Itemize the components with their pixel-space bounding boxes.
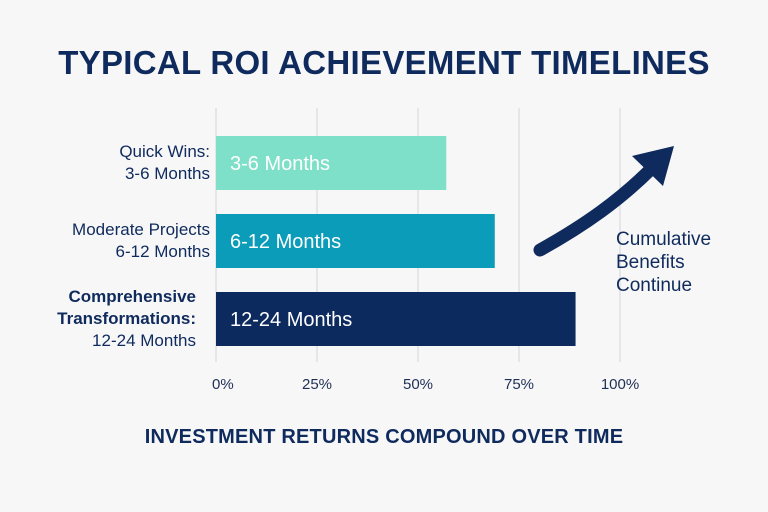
chart-title: TYPICAL ROI ACHIEVEMENT TIMELINES bbox=[58, 44, 710, 81]
category-label-line: 3-6 Months bbox=[124, 164, 210, 183]
chart-subtitle: INVESTMENT RETURNS COMPOUND OVER TIME bbox=[144, 426, 624, 448]
category-label: Moderate Projects 6-12 Months bbox=[72, 219, 210, 263]
category-label-line: 6-12 Months bbox=[115, 242, 211, 261]
x-tick-label: 100% bbox=[601, 376, 639, 393]
x-tick-label: 0% bbox=[212, 376, 234, 393]
category-label-line: 12-24 Months bbox=[92, 331, 196, 350]
bar bbox=[216, 136, 447, 190]
bars: 3-6 Months 6-12 Months 12-24 Months bbox=[216, 136, 576, 346]
category-label-line: Comprehensive bbox=[68, 287, 196, 306]
bar bbox=[216, 292, 576, 346]
annotation-line-2: Benefits bbox=[616, 252, 685, 273]
bar bbox=[216, 214, 495, 268]
category-label: Comprehensive Transformations: 12-24 Month… bbox=[57, 286, 196, 352]
category-label: Quick Wins: 3-6 Months bbox=[119, 141, 210, 185]
x-tick-label: 75% bbox=[504, 376, 534, 393]
x-axis-ticks: 0% 25% 50% 75% 100% bbox=[212, 376, 639, 393]
category-label-line: Moderate Projects bbox=[72, 220, 210, 239]
x-tick-label: 25% bbox=[302, 376, 332, 393]
category-label-line: Transformations: bbox=[57, 309, 196, 328]
category-label-line: Quick Wins: bbox=[119, 142, 210, 161]
annotation-line-3: Continue bbox=[616, 275, 693, 296]
bar-value-label: 3-6 Months bbox=[230, 153, 330, 175]
cumulative-benefits-annotation: Cumulative Benefits Continue bbox=[616, 228, 756, 297]
x-tick-label: 50% bbox=[403, 376, 433, 393]
bar-value-label: 12-24 Months bbox=[230, 309, 352, 331]
annotation-line-1: Cumulative bbox=[616, 229, 712, 250]
growth-arrow-icon bbox=[533, 146, 674, 257]
bar-value-label: 6-12 Months bbox=[230, 231, 341, 253]
